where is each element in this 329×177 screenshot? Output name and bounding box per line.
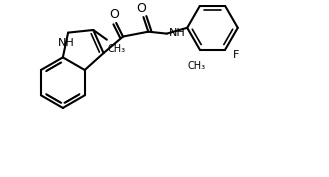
Text: F: F: [233, 50, 239, 59]
Text: NH: NH: [169, 28, 186, 38]
Text: CH₃: CH₃: [188, 61, 206, 71]
Text: NH: NH: [58, 38, 75, 48]
Text: O: O: [109, 8, 119, 21]
Text: O: O: [137, 2, 146, 15]
Text: CH₃: CH₃: [108, 44, 126, 54]
